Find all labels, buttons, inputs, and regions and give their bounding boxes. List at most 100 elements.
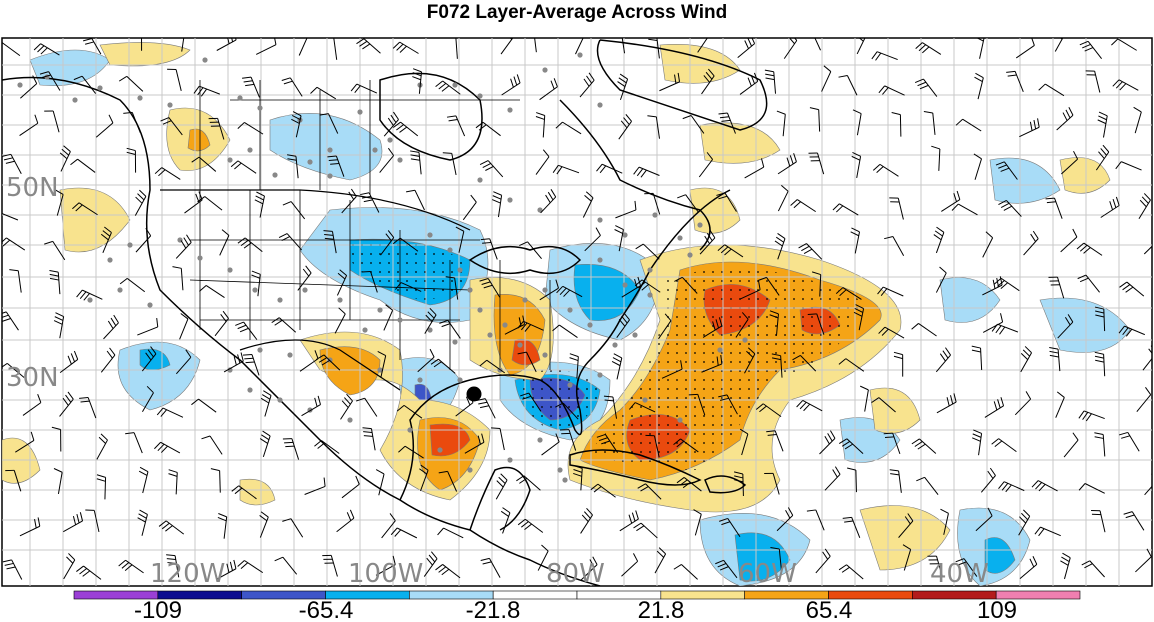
wind-barb [1014, 391, 1032, 416]
wind-barb [100, 226, 112, 253]
wind-barb [479, 160, 504, 178]
wind-barb [377, 351, 387, 378]
wind-barb [1144, 473, 1152, 496]
wind-barb [1085, 70, 1101, 93]
wind-barb [355, 397, 378, 417]
wind-barb [103, 314, 119, 340]
wind-barb [480, 557, 501, 578]
wind-barb [259, 511, 269, 538]
wind-barb [271, 317, 297, 333]
wind-barb [697, 38, 708, 53]
wind-barb [824, 466, 841, 491]
wind-barb [940, 508, 949, 535]
station-point [277, 297, 283, 303]
wind-barb [73, 75, 97, 94]
wind-barb [972, 429, 983, 456]
wind-barb [1133, 106, 1142, 134]
greenland-coastline [596, 39, 768, 131]
wind-barb [877, 286, 904, 297]
wind-barb [701, 354, 723, 373]
wind-barb [96, 474, 107, 500]
wind-barb [618, 114, 632, 140]
wind-barb [19, 114, 39, 136]
station-point [377, 307, 383, 313]
wind-barb [59, 391, 74, 417]
station-point [357, 109, 363, 115]
wind-barb [72, 202, 98, 216]
wind-barb [361, 271, 378, 293]
wind-barb [516, 475, 541, 491]
wind-barb [430, 358, 456, 374]
wind-barb [479, 278, 501, 298]
wind-barb [902, 544, 912, 571]
wind-barb [633, 166, 660, 178]
wind-barb [1015, 38, 1035, 59]
wind-barb [237, 560, 264, 574]
wind-barb [96, 433, 108, 460]
station-point [372, 147, 378, 153]
wind-barb [70, 158, 96, 173]
wind-barb [392, 41, 419, 54]
wind-barb [852, 109, 862, 136]
lon-label-120w: 120W [150, 559, 225, 589]
wind-barb [1142, 345, 1152, 371]
station-point [597, 257, 603, 263]
wind-barb [517, 518, 544, 533]
wind-barb [1112, 79, 1139, 91]
colorbar-label: -21.8 [466, 597, 521, 622]
wind-barb [621, 276, 641, 298]
station-point [577, 52, 583, 58]
wind-barb [158, 520, 185, 535]
wind-barb [393, 121, 419, 137]
wind-barb [739, 280, 761, 300]
wind-barb [540, 189, 557, 214]
wind-barb [281, 77, 303, 97]
station-point [227, 267, 233, 273]
wind-barb [616, 312, 630, 338]
wind-barb [1123, 511, 1145, 531]
station-point [677, 417, 683, 423]
wind-barb [995, 161, 1018, 180]
wind-barb [541, 433, 560, 456]
wind-barb [1118, 431, 1140, 452]
colorbar-label: 21.8 [638, 597, 685, 622]
wind-barb [419, 464, 429, 492]
station-point [107, 257, 113, 263]
wind-barb [1023, 230, 1039, 256]
wind-barb [770, 547, 782, 571]
wind-barb [142, 385, 154, 412]
wind-barb [739, 428, 749, 456]
wind-barb [100, 347, 116, 373]
wind-barb [776, 110, 786, 137]
station-point [337, 297, 343, 303]
wind-barb [423, 551, 438, 577]
wind-barb [118, 559, 144, 574]
wind-barb [1094, 351, 1106, 377]
wind-barb [637, 483, 662, 500]
wind-barb [559, 429, 577, 451]
wind-barb [539, 279, 559, 301]
wind-barb [911, 438, 937, 454]
wind-barb [790, 199, 816, 213]
wind-barb [135, 227, 152, 253]
station-point [647, 267, 653, 273]
wind-barb [819, 430, 836, 455]
wind-barb [334, 307, 346, 334]
negative-region-light [939, 277, 1001, 323]
wind-barb [375, 469, 385, 496]
wind-barb [341, 188, 357, 214]
wind-barb [327, 155, 345, 177]
wind-barb [628, 402, 656, 413]
wind-barb [1056, 107, 1074, 131]
wind-barbs [2, 38, 1152, 581]
positive-region-light [869, 387, 921, 434]
wind-barb [673, 564, 698, 580]
station-point [397, 157, 403, 163]
station-point [622, 232, 628, 238]
wind-barb [156, 407, 184, 418]
wind-barb [933, 226, 945, 254]
wind-barb [955, 558, 978, 577]
positive-region-light [689, 187, 741, 234]
wind-barb [1031, 480, 1058, 492]
wind-barb [500, 38, 514, 55]
